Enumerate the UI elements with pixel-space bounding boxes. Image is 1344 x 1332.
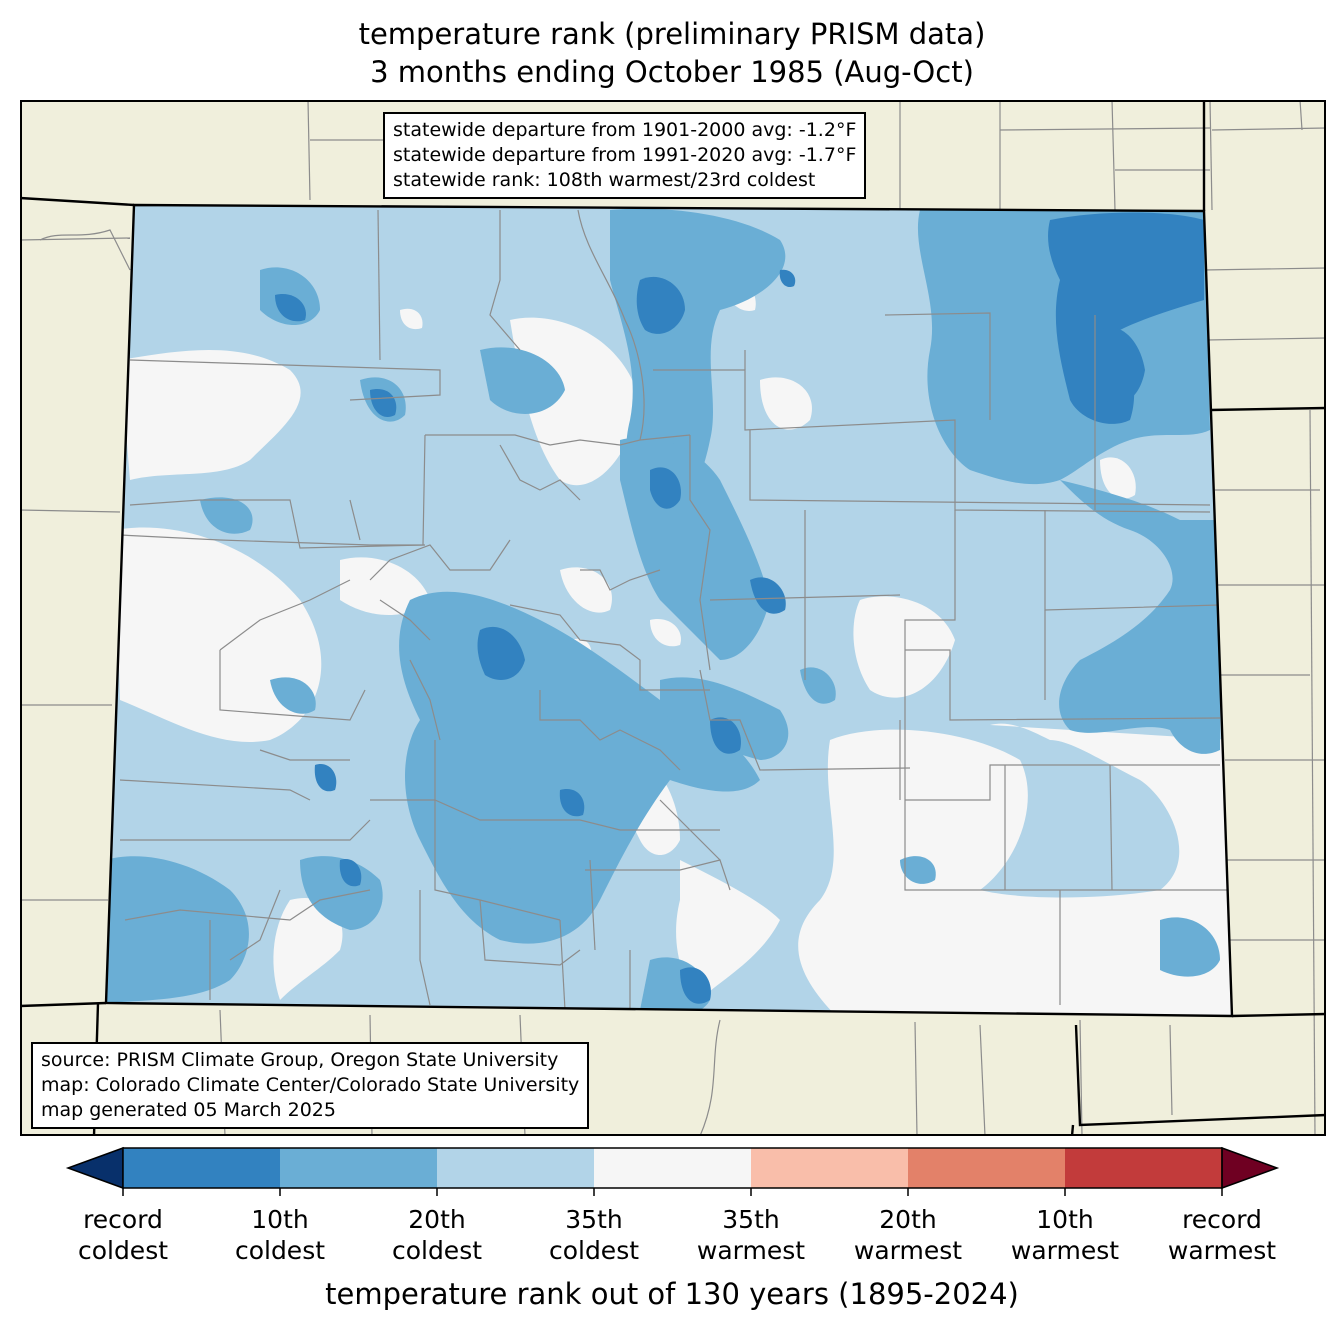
colorbar-segment [594,1148,752,1188]
colorbar-warm-arrow [1221,1146,1280,1190]
tick-label-direction: coldest [391,1236,483,1265]
colorbar-segment [123,1148,281,1188]
colorado-state-border [104,203,1234,1018]
colorbar-segment [751,1148,909,1188]
map-frame [20,100,1326,1136]
map-title-line2: 3 months ending October 1985 (Aug-Oct) [370,55,974,89]
generated-date-line: map generated 05 March 2025 [41,1099,336,1121]
source-line: source: PRISM Climate Group, Oregon Stat… [41,1049,559,1071]
colorado-temperature-rank-map [20,100,1326,1136]
rank-field [106,205,1232,1016]
colorbar-tick-label: 35th coldest [514,1204,674,1266]
tick-label-direction: warmest [1167,1236,1277,1265]
tick-label-direction: warmest [1010,1236,1120,1265]
tick-label-rank: 10th [251,1205,309,1234]
colorbar-segment [908,1148,1066,1188]
stats-line-1991-2020: statewide departure from 1991-2020 avg: … [393,144,857,166]
colorbar-segment [1065,1148,1223,1188]
source-box: source: PRISM Climate Group, Oregon Stat… [31,1042,590,1129]
statewide-stats-box: statewide departure from 1901-2000 avg: … [383,112,867,199]
colorbar-ticks [122,1188,1223,1196]
tick-label-rank: 35th [722,1205,780,1234]
map-credit-line: map: Colorado Climate Center/Colorado St… [41,1074,580,1096]
colorbar-tick-label: 10th coldest [200,1204,360,1266]
colorbar-tick-label: 10th warmest [985,1204,1145,1266]
colorbar-tick-label: 35th warmest [671,1204,831,1266]
colorbar-segment [280,1148,438,1188]
tick-label-rank: 20th [879,1205,937,1234]
colorbar-segments [123,1148,1223,1188]
colorbar-cold-arrow [65,1146,124,1190]
tick-label-direction: coldest [77,1236,169,1265]
map-title-line1: temperature rank (preliminary PRISM data… [358,17,986,51]
tick-label-direction: warmest [853,1236,963,1265]
tick-label-rank: record [83,1205,163,1234]
colorbar-tick-label: record coldest [43,1204,203,1266]
tick-label-rank: 35th [565,1205,623,1234]
tick-label-direction: coldest [234,1236,326,1265]
tick-label-direction: warmest [696,1236,806,1265]
tick-label-rank: record [1182,1205,1262,1234]
colorbar-tick-label: record warmest [1142,1204,1302,1266]
colorbar-tick-label: 20th coldest [357,1204,517,1266]
stats-line-1901-2000: statewide departure from 1901-2000 avg: … [393,119,857,141]
colorbar-segment [437,1148,595,1188]
tick-label-direction: coldest [548,1236,640,1265]
colorbar [65,1146,1280,1196]
tick-label-rank: 10th [1036,1205,1094,1234]
colorbar-title: temperature rank out of 130 years (1895-… [325,1277,1019,1311]
tick-label-rank: 20th [408,1205,466,1234]
colorbar-outline [122,1147,1223,1189]
colorbar-tick-label: 20th warmest [828,1204,988,1266]
stats-line-rank: statewide rank: 108th warmest/23rd colde… [393,169,816,191]
